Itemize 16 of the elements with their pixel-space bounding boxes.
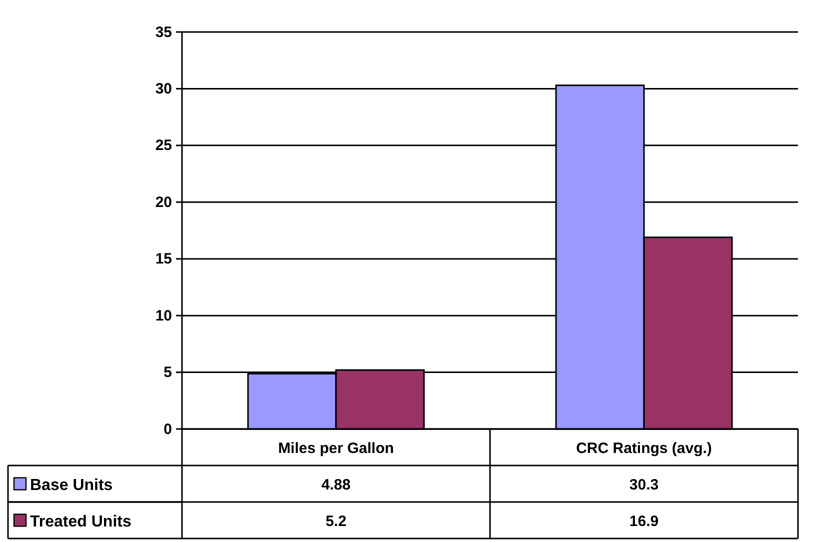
data-label: 30.3: [629, 476, 659, 494]
y-tick-label: 25: [155, 137, 172, 154]
y-tick-label: 15: [155, 250, 172, 268]
x-tick-label: CRC Ratings (avg.): [576, 440, 712, 457]
x-tick-label: Miles per Gallon: [278, 440, 394, 457]
y-tick-label: 35: [155, 24, 172, 41]
y-tick-label: 20: [155, 194, 172, 211]
y-tick-label: 30: [155, 80, 172, 98]
y-tick-label: 10: [155, 307, 172, 324]
legend-label: Base Units: [30, 476, 113, 494]
data-label: 16.9: [629, 512, 659, 530]
legend-label: Treated Units: [30, 513, 132, 530]
y-tick-label: 0: [164, 420, 172, 438]
data-label: 4.88: [321, 476, 351, 494]
y-tick-label: 5: [164, 364, 172, 382]
data-label: 5.2: [326, 512, 346, 530]
